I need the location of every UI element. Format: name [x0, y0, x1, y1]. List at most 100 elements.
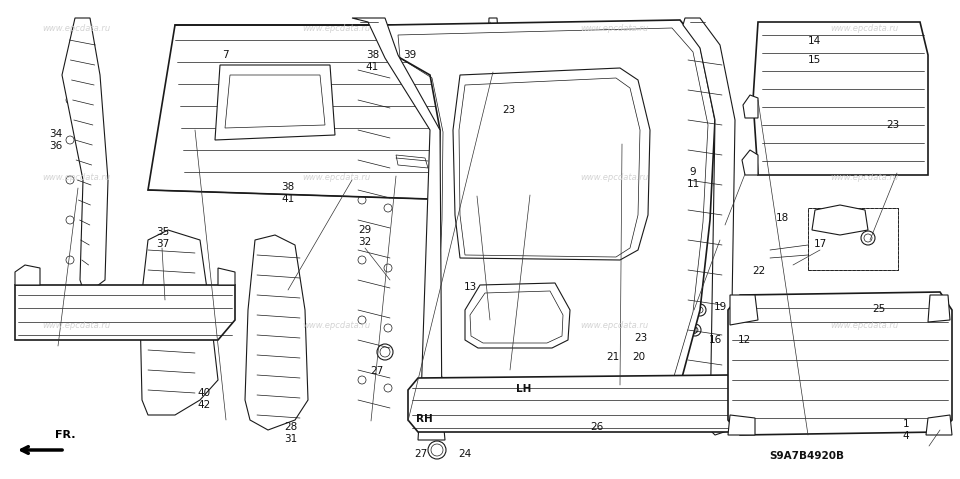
Text: www.epcdata.ru: www.epcdata.ru: [43, 24, 110, 33]
Circle shape: [207, 29, 213, 35]
Bar: [165, 294, 173, 300]
Polygon shape: [487, 18, 500, 75]
Polygon shape: [926, 415, 952, 435]
Polygon shape: [15, 285, 235, 340]
Polygon shape: [245, 235, 308, 430]
Text: www.epcdata.ru: www.epcdata.ru: [43, 173, 110, 182]
Bar: [762, 70, 774, 78]
Circle shape: [182, 29, 188, 35]
Bar: [762, 50, 774, 58]
Polygon shape: [453, 68, 650, 260]
Bar: [463, 399, 487, 415]
Polygon shape: [928, 295, 950, 322]
Polygon shape: [352, 18, 442, 435]
Text: 7: 7: [223, 50, 228, 60]
Text: 13: 13: [464, 283, 477, 292]
Text: 14: 14: [807, 36, 821, 46]
Text: www.epcdata.ru: www.epcdata.ru: [830, 173, 898, 182]
Text: www.epcdata.ru: www.epcdata.ru: [581, 321, 648, 330]
Text: www.epcdata.ru: www.epcdata.ru: [302, 321, 370, 330]
Text: S9A7B4920B: S9A7B4920B: [769, 451, 844, 461]
Text: 27: 27: [414, 449, 427, 459]
Polygon shape: [148, 25, 470, 200]
Polygon shape: [408, 375, 740, 432]
Text: 19: 19: [713, 302, 727, 311]
Text: 4: 4: [903, 431, 909, 441]
Bar: [69, 294, 77, 300]
Bar: [93, 294, 101, 300]
Polygon shape: [753, 22, 928, 175]
Bar: [418, 380, 446, 398]
Bar: [141, 294, 149, 300]
Text: 23: 23: [886, 120, 900, 129]
Text: 11: 11: [686, 180, 700, 189]
Text: 37: 37: [156, 240, 170, 249]
Polygon shape: [62, 18, 108, 295]
Polygon shape: [225, 75, 325, 128]
Circle shape: [397, 29, 403, 35]
Text: www.epcdata.ru: www.epcdata.ru: [830, 24, 898, 33]
Text: 34: 34: [49, 129, 62, 139]
Polygon shape: [683, 18, 735, 435]
Bar: [808, 208, 898, 270]
Circle shape: [437, 29, 443, 35]
Bar: [490, 405, 570, 430]
Text: 41: 41: [366, 62, 379, 72]
Text: 35: 35: [156, 228, 170, 237]
Text: 21: 21: [606, 352, 619, 362]
Bar: [553, 310, 595, 345]
Text: 15: 15: [807, 55, 821, 65]
Text: 18: 18: [776, 213, 789, 223]
Polygon shape: [396, 155, 428, 168]
Text: www.epcdata.ru: www.epcdata.ru: [581, 24, 648, 33]
Text: FR.: FR.: [55, 430, 76, 440]
Text: 31: 31: [284, 434, 298, 444]
Polygon shape: [218, 268, 235, 285]
Text: 38: 38: [281, 182, 295, 192]
Bar: [21, 294, 29, 300]
Bar: [45, 294, 53, 300]
Polygon shape: [465, 283, 570, 348]
Text: RH: RH: [416, 414, 433, 424]
Text: www.epcdata.ru: www.epcdata.ru: [581, 173, 648, 182]
Text: 9: 9: [690, 168, 696, 177]
Bar: [213, 294, 221, 300]
Text: 36: 36: [49, 141, 62, 151]
Text: 16: 16: [708, 335, 722, 345]
Text: 23: 23: [502, 105, 516, 115]
Polygon shape: [742, 150, 758, 175]
Polygon shape: [385, 20, 715, 430]
Text: 28: 28: [284, 422, 298, 432]
Polygon shape: [215, 65, 335, 140]
Text: 32: 32: [358, 237, 372, 247]
Text: www.epcdata.ru: www.epcdata.ru: [302, 24, 370, 33]
Text: LH: LH: [516, 384, 532, 394]
Polygon shape: [15, 265, 40, 285]
Text: 24: 24: [458, 449, 471, 459]
Text: 29: 29: [358, 225, 372, 235]
Text: 25: 25: [872, 304, 885, 314]
Bar: [762, 150, 774, 158]
Text: www.epcdata.ru: www.epcdata.ru: [830, 321, 898, 330]
Text: www.epcdata.ru: www.epcdata.ru: [43, 321, 110, 330]
Bar: [808, 208, 898, 270]
Text: 20: 20: [632, 352, 645, 362]
Text: 40: 40: [198, 388, 211, 398]
Polygon shape: [812, 205, 868, 235]
Polygon shape: [140, 230, 218, 415]
Text: 22: 22: [752, 266, 765, 275]
Bar: [117, 294, 125, 300]
Polygon shape: [743, 95, 758, 118]
Bar: [460, 396, 490, 418]
Bar: [189, 294, 197, 300]
Polygon shape: [418, 408, 445, 440]
Polygon shape: [730, 295, 758, 325]
Bar: [762, 130, 774, 138]
Polygon shape: [728, 292, 952, 435]
Circle shape: [337, 29, 343, 35]
Text: 41: 41: [281, 194, 295, 204]
Bar: [495, 409, 565, 427]
Text: 38: 38: [366, 50, 379, 60]
Text: 26: 26: [590, 422, 604, 432]
Bar: [557, 314, 591, 342]
